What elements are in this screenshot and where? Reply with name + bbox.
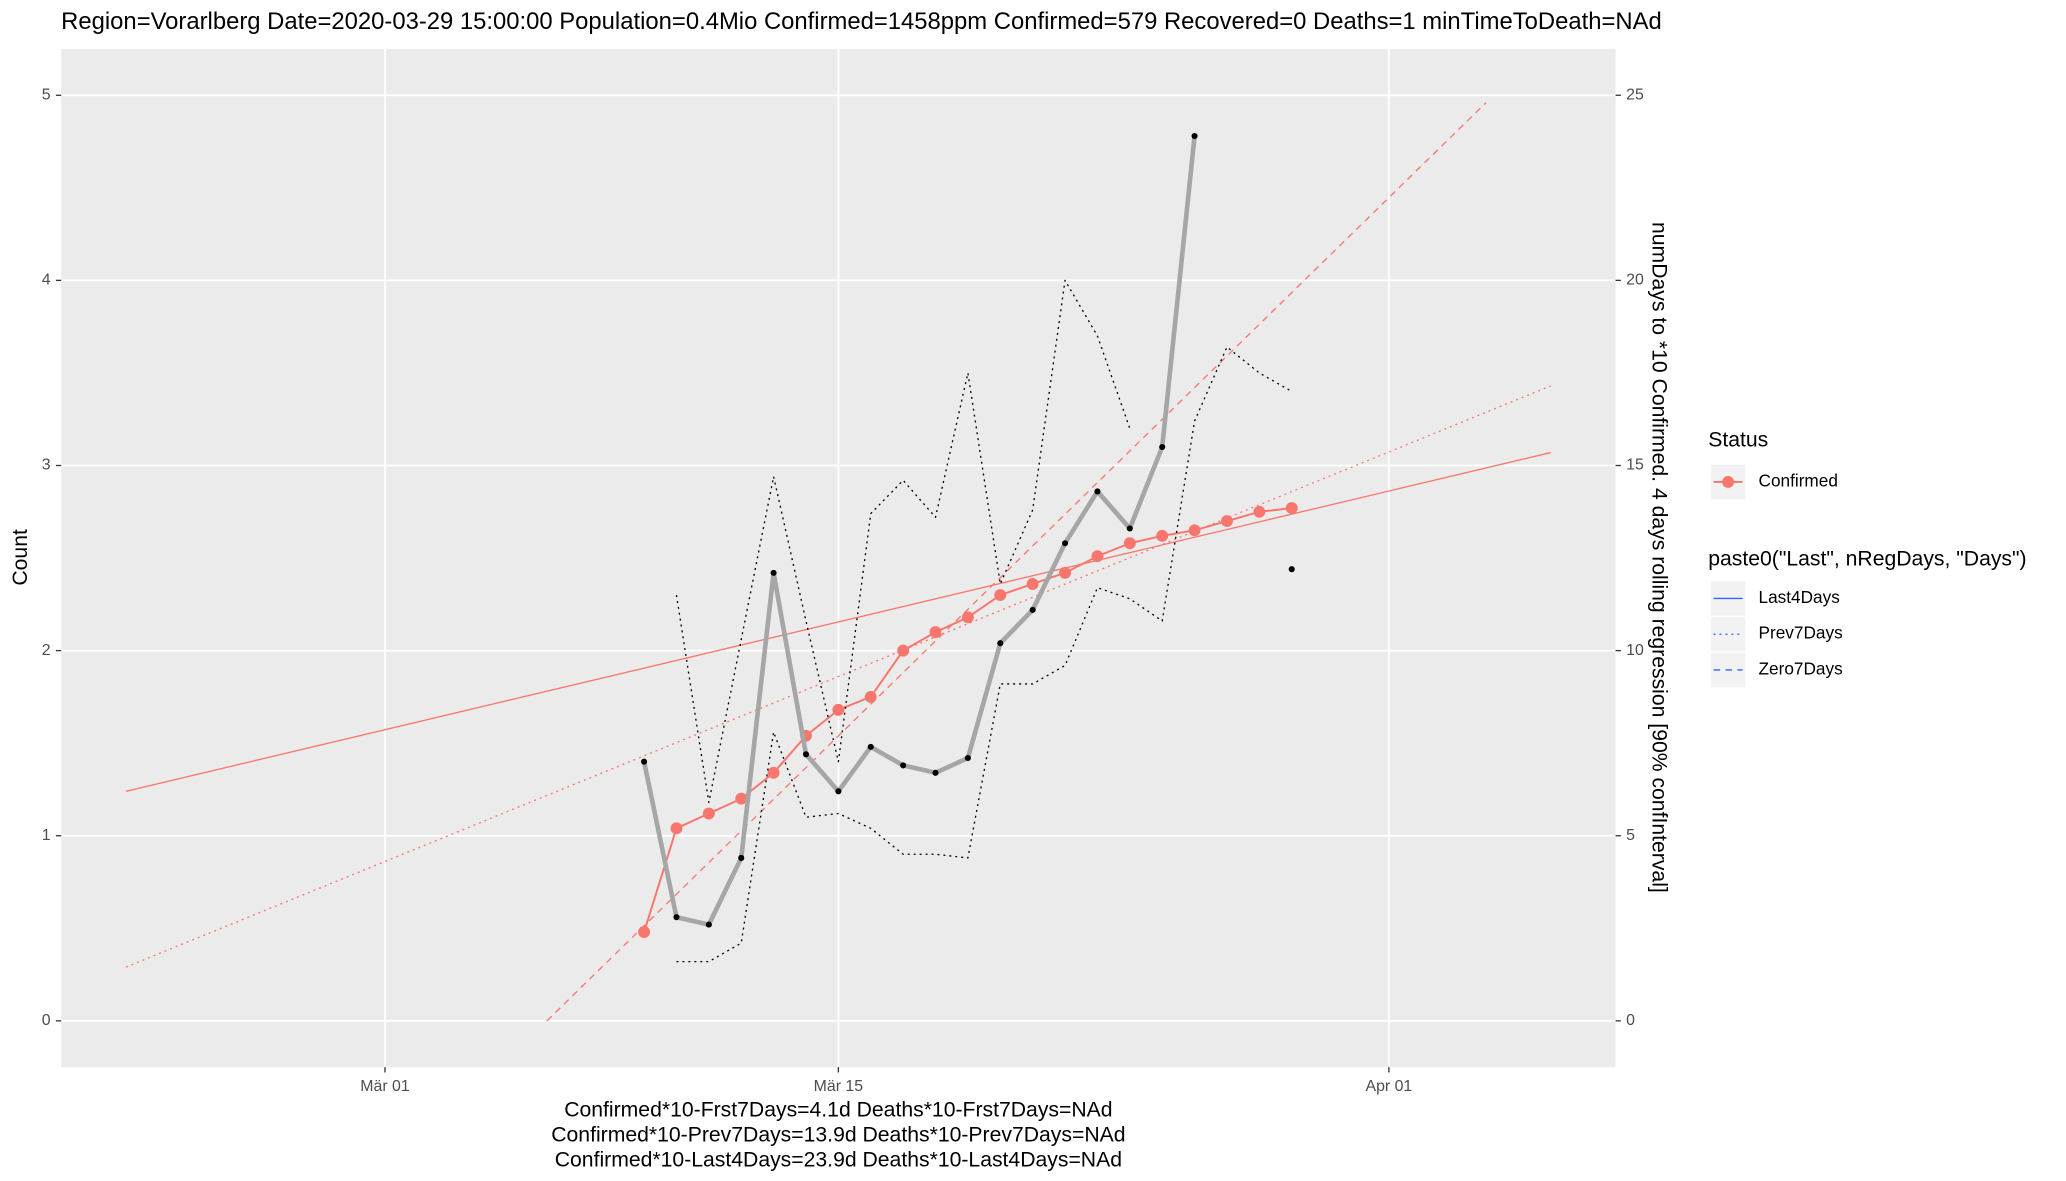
point [997,640,1004,647]
legend-swatch [1722,475,1735,488]
caption: Confirmed*10-Last4Days=23.9d Deaths*10-L… [555,1149,1122,1172]
y2-axis-label: numDays to *10 Confirmed. 4 days rolling… [1647,222,1670,893]
series-line [675,279,1131,804]
y2-tick-label: 15 [1626,457,1644,474]
point [705,921,712,928]
point [994,589,1007,602]
point [1285,502,1298,515]
y-axis-label: Count [9,529,32,586]
point [929,626,942,639]
point [641,758,648,765]
point [932,769,939,776]
legend: Confirmed Last4Days Prev7Days Zero7Days [1710,464,1843,688]
y2-tick-label: 25 [1626,86,1644,103]
legend-label: Last4Days [1759,587,1840,607]
point [1062,540,1069,547]
point [897,644,910,657]
x-tick-label: Mär 01 [360,1078,410,1095]
regression-line [125,451,1551,792]
point [1029,606,1036,613]
point [1091,550,1104,563]
point [900,762,907,769]
y2-tick-label: 5 [1626,827,1635,844]
legend-key [1710,616,1746,652]
caption: Confirmed*10-Prev7Days=13.9d Deaths*10-P… [551,1124,1125,1147]
point [770,569,777,576]
point [735,792,748,805]
chart-title: Region=Vorarlberg Date=2020-03-29 15:00:… [61,8,1662,35]
plot-area [125,102,1552,1022]
point [1094,488,1101,495]
point [670,822,683,835]
regression-line [125,385,1552,968]
point [1188,524,1201,537]
point [1156,529,1169,542]
point [638,926,651,938]
legend-label: Prev7Days [1759,623,1843,643]
y-tick-label: 2 [42,642,51,659]
y2-tick-label: 20 [1626,272,1644,289]
point [961,611,974,624]
point [964,754,971,762]
point [1123,537,1136,550]
caption: Confirmed*10-Frst7Days=4.1d Deaths*10-Fr… [564,1098,1112,1121]
regression-line [546,102,1487,1022]
point [1221,515,1233,527]
point [767,766,780,779]
y-tick-label: 0 [42,1012,51,1029]
y-tick-label: 5 [42,86,51,103]
y-tick-label: 1 [42,827,51,844]
legend-title: paste0("Last", nRegDays, "Days") [1708,548,2026,571]
point [702,807,715,820]
point [1159,443,1166,451]
y2-tick-label: 10 [1626,642,1644,659]
y2-tick-label: 0 [1626,1012,1635,1029]
point [1126,525,1133,532]
point [1026,578,1039,590]
point [1059,566,1072,579]
point [1253,505,1266,518]
series-line [676,346,1293,963]
y-tick-label: 3 [42,457,51,474]
point [673,914,680,921]
legend-title: Status [1708,428,1768,451]
legend-label: Zero7Days [1759,658,1843,678]
x-tick-label: Mär 15 [814,1078,864,1095]
y-tick-label: 4 [42,272,51,289]
legend-label: Confirmed [1759,470,1838,490]
point [802,751,810,758]
point [864,690,877,703]
point [867,743,874,750]
point [832,703,845,716]
x-tick-label: Apr 01 [1365,1078,1412,1095]
point [835,788,842,795]
point [1191,132,1198,140]
point [738,854,745,861]
point [1288,566,1295,573]
